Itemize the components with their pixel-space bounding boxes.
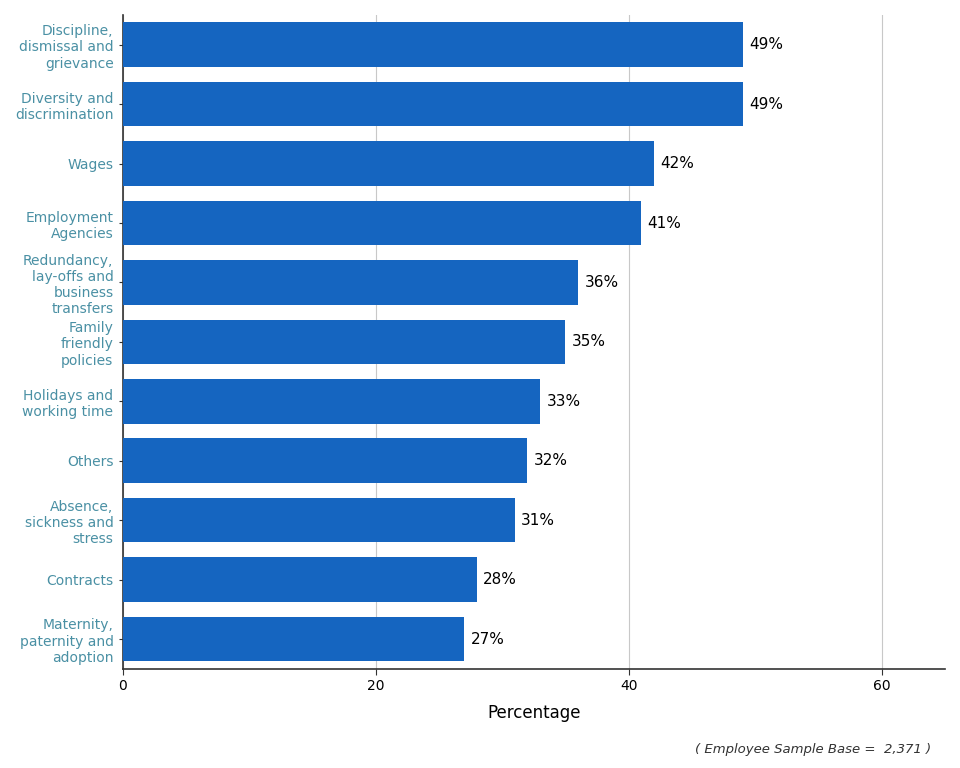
Bar bbox=[123, 439, 527, 483]
Bar bbox=[123, 82, 742, 127]
X-axis label: Percentage: Percentage bbox=[487, 704, 581, 722]
Bar bbox=[123, 260, 578, 305]
Bar bbox=[123, 22, 742, 67]
Text: 31%: 31% bbox=[521, 513, 555, 528]
Text: 41%: 41% bbox=[648, 216, 682, 230]
Text: 36%: 36% bbox=[585, 275, 618, 290]
Text: 42%: 42% bbox=[660, 156, 694, 171]
Text: 28%: 28% bbox=[483, 572, 517, 587]
Text: ( Employee Sample Base =  2,371 ): ( Employee Sample Base = 2,371 ) bbox=[695, 743, 931, 756]
Text: 49%: 49% bbox=[749, 37, 782, 52]
Text: 35%: 35% bbox=[572, 334, 606, 349]
Bar bbox=[123, 498, 515, 542]
Bar bbox=[123, 200, 641, 245]
Bar bbox=[123, 558, 477, 602]
Bar bbox=[123, 319, 565, 364]
Bar bbox=[123, 141, 654, 186]
Text: 27%: 27% bbox=[470, 631, 504, 647]
Text: 49%: 49% bbox=[749, 97, 782, 111]
Bar bbox=[123, 617, 465, 661]
Bar bbox=[123, 379, 540, 424]
Text: 33%: 33% bbox=[546, 394, 581, 409]
Text: 32%: 32% bbox=[534, 453, 567, 468]
